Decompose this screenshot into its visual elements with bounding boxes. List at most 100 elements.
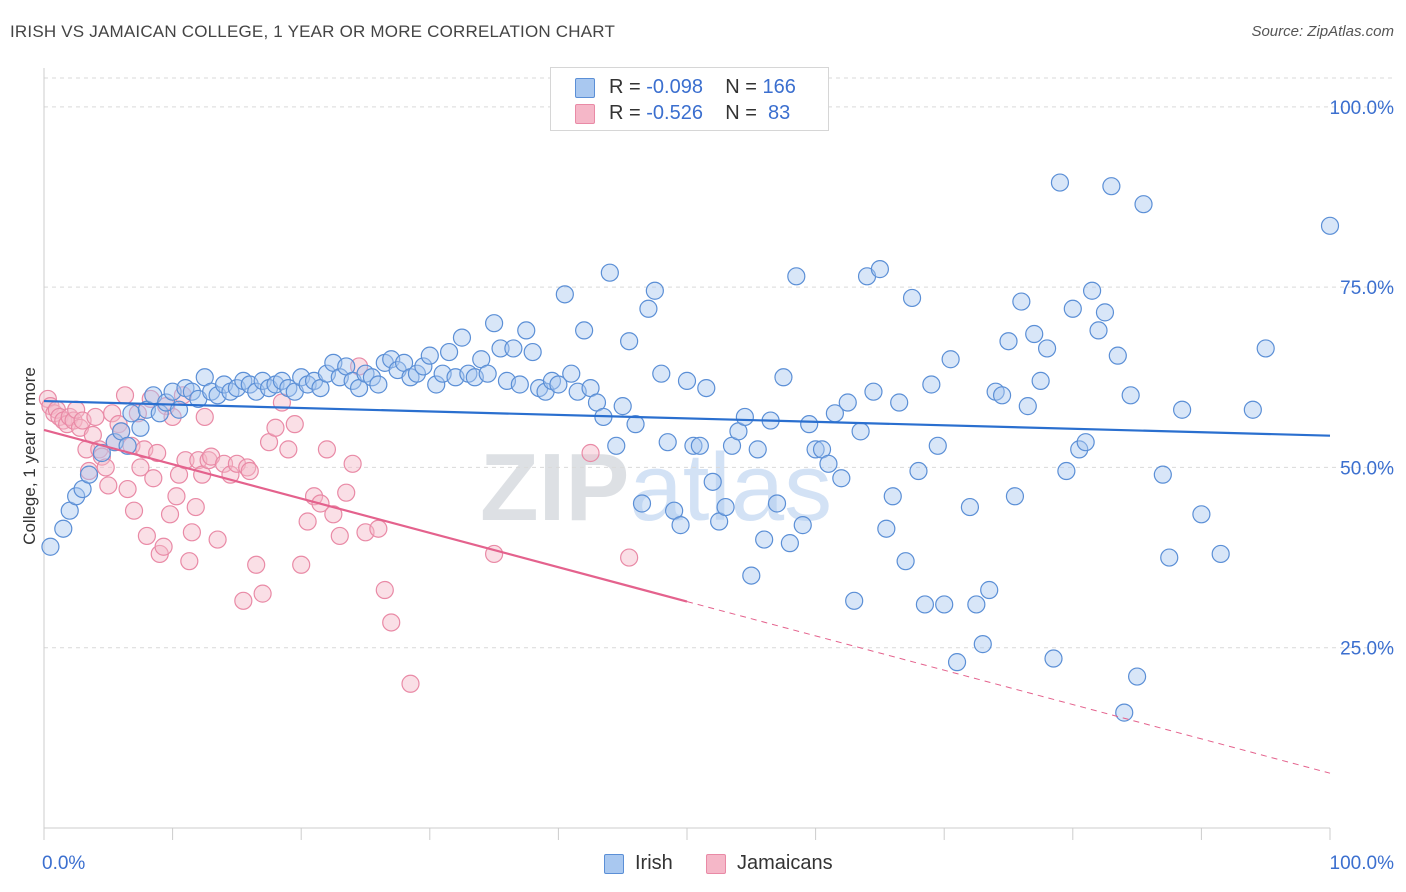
jamaican-point — [581, 443, 600, 463]
irish-point — [613, 397, 632, 416]
jamaican-point — [118, 479, 137, 499]
irish-point — [504, 339, 523, 358]
irish-point — [131, 418, 150, 437]
legend-row-irish-text: R = -0.098 N = 166 — [609, 76, 796, 99]
irish-point — [1070, 440, 1089, 459]
jamaican-point — [285, 415, 304, 434]
irish-point — [639, 299, 658, 318]
jamaican-point — [214, 454, 234, 473]
irish-point — [896, 552, 915, 571]
irish-point — [838, 393, 857, 412]
jamaican-point — [298, 512, 317, 531]
irish-point — [414, 357, 433, 376]
jamaican-point — [154, 537, 173, 556]
irish-point — [1173, 400, 1192, 419]
jamaicans-swatch — [575, 104, 595, 124]
y-tick-label: 100.0% — [1330, 98, 1395, 119]
legend-irish-label: Irish — [635, 852, 673, 874]
irish-point — [1089, 321, 1108, 340]
irish-point — [697, 378, 716, 398]
legend-n-label: N = — [725, 76, 757, 98]
jamaican-point — [279, 440, 298, 459]
irish-point — [690, 436, 709, 455]
irish-point — [1134, 195, 1153, 214]
irish-point — [1102, 177, 1121, 196]
irish-point — [420, 346, 439, 365]
jamaican-point — [195, 407, 214, 427]
jamaican-point — [180, 552, 199, 571]
irish-point — [1211, 544, 1230, 564]
legend-r-label: R = — [609, 76, 641, 98]
irish-point — [478, 364, 497, 383]
irish-point — [870, 260, 890, 279]
irish-point — [1256, 339, 1275, 358]
jamaican-point — [247, 555, 266, 574]
irish-point — [1095, 303, 1115, 322]
jamaican-point — [109, 415, 128, 434]
irish-point — [967, 595, 986, 614]
irish-point — [1115, 703, 1134, 722]
irish-point — [909, 461, 928, 481]
irish-point — [877, 519, 896, 538]
irish-point — [632, 494, 652, 513]
jamaican-point — [324, 505, 343, 524]
irish-point — [652, 364, 671, 383]
x-tick-label: 0.0% — [42, 853, 85, 874]
irish-point — [755, 530, 774, 549]
irish-point — [806, 440, 825, 459]
legend-row-jamaicans-text: R = -0.526 N = 83 — [609, 102, 790, 125]
watermark-zip: ZIP — [480, 434, 629, 541]
irish-point — [742, 566, 761, 585]
irish-point — [600, 263, 619, 282]
irish-point — [935, 595, 954, 614]
irish-point — [1050, 173, 1070, 192]
jamaicans-swatch — [706, 854, 726, 874]
irish-point — [491, 339, 510, 358]
irish-point — [1005, 487, 1025, 506]
legend-n-label: N = — [725, 102, 757, 124]
irish-point — [626, 415, 645, 434]
chart-title: IRISH VS JAMAICAN COLLEGE, 1 YEAR OR MOR… — [10, 22, 616, 41]
legend-r-value: -0.526 — [646, 102, 703, 124]
irish-point — [369, 375, 388, 394]
irish-point — [832, 469, 851, 488]
irish-trend-line — [43, 399, 1331, 437]
jamaican-point — [131, 458, 150, 477]
stats-legend: R = -0.098 N = 166 R = -0.526 N = 83 — [550, 67, 829, 131]
watermark-atlas: atlas — [629, 434, 832, 541]
irish-point — [645, 281, 664, 300]
irish-point — [716, 497, 735, 517]
jamaican-point — [382, 613, 401, 632]
irish-point — [703, 472, 722, 491]
irish-point — [658, 433, 677, 452]
irish-swatch — [604, 854, 624, 874]
jamaican-point — [208, 530, 227, 549]
irish-point — [787, 267, 806, 286]
irish-point — [922, 375, 941, 394]
jamaican-trend-extension — [686, 601, 1331, 774]
irish-point — [1063, 299, 1082, 318]
irish-point — [1108, 346, 1127, 365]
irish-point — [980, 580, 999, 600]
irish-point — [67, 487, 86, 506]
irish-point — [915, 595, 935, 614]
grid-lines — [44, 77, 1394, 649]
irish-point — [575, 321, 594, 340]
jamaican-point — [401, 674, 420, 693]
irish-point — [941, 350, 960, 369]
irish-point — [851, 422, 870, 441]
axes — [43, 68, 1331, 840]
y-tick-label: 50.0% — [1340, 458, 1394, 479]
irish-point — [1044, 649, 1063, 668]
tick-labels: 25.0% 50.0% 75.0% 100.0% 0.0% 100.0% — [42, 98, 1394, 874]
jamaican-point — [167, 487, 186, 506]
irish-point — [439, 342, 459, 362]
irish-point — [1012, 292, 1031, 311]
jamaican-point — [144, 469, 163, 488]
irish-point — [800, 415, 819, 434]
irish-point — [555, 285, 574, 304]
jamaican-point — [96, 458, 115, 477]
irish-point — [819, 454, 838, 473]
jamaican-point — [330, 526, 349, 546]
irish-point — [1160, 548, 1179, 567]
